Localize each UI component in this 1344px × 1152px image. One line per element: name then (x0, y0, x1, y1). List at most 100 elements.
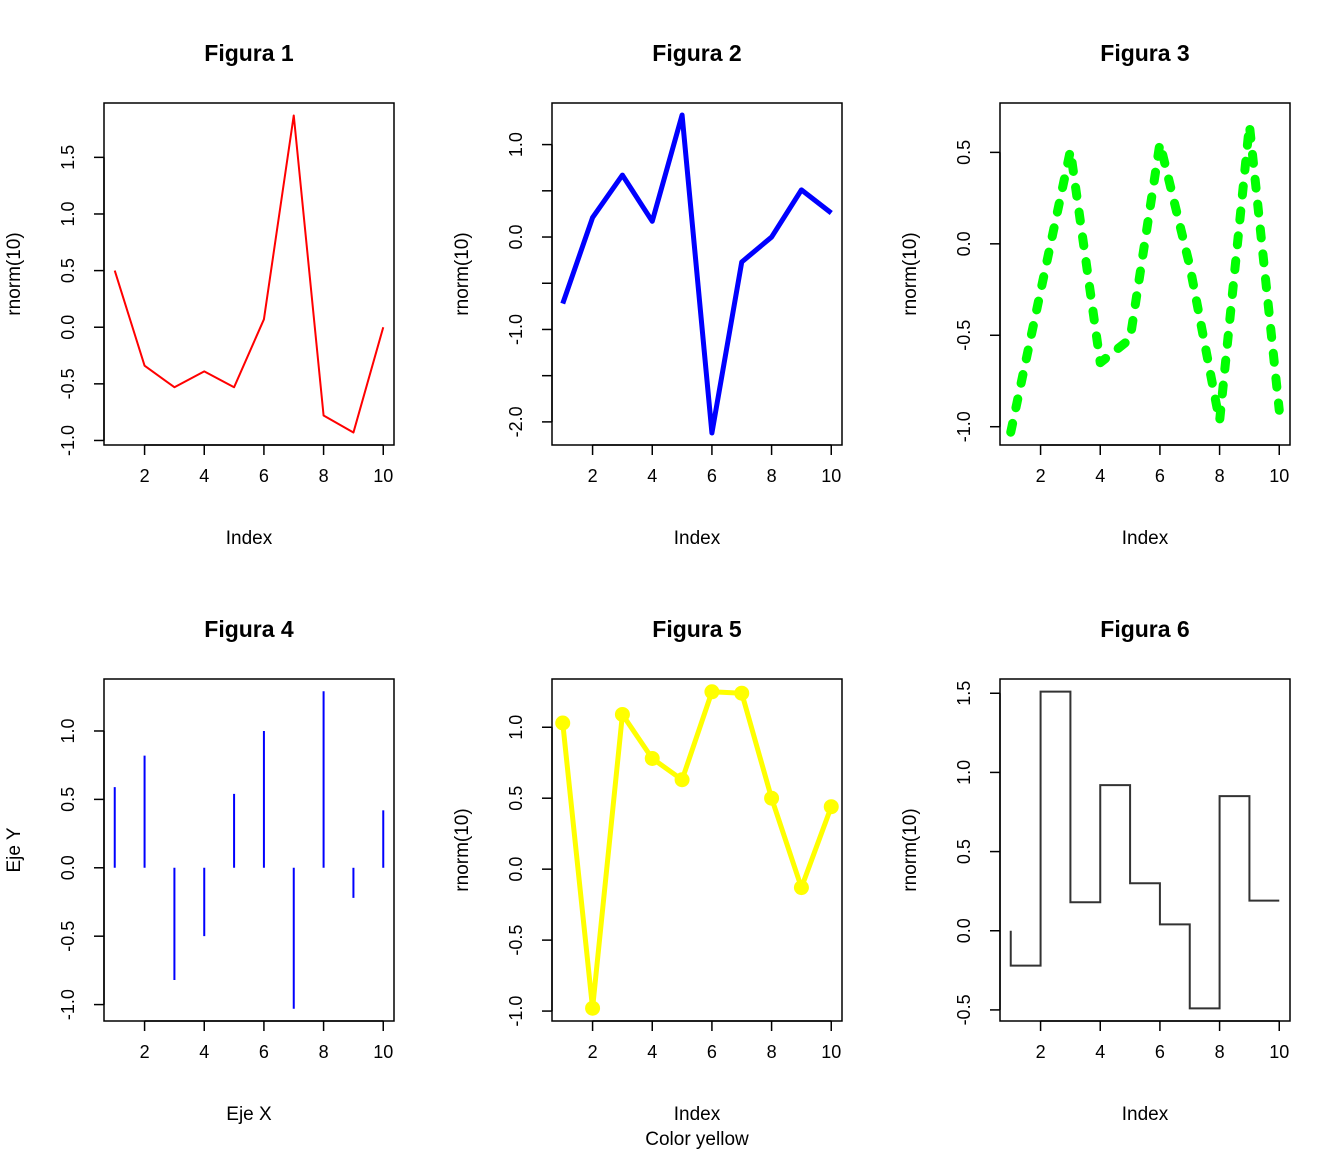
x-tick-label: 8 (319, 466, 329, 486)
x-axis-title: Index (1122, 528, 1169, 549)
chart-title: Figura 1 (204, 40, 294, 66)
y-tick-label: -0.5 (58, 368, 78, 399)
data-point (644, 750, 660, 766)
y-tick-label: 0.5 (506, 786, 526, 811)
data-series (1009, 690, 1280, 1010)
panel-2: Figura 2 2 4 6 8 10 -2.0 -1.0 0.0 1.0 Index rnorm(1… (452, 40, 843, 549)
y-tick-label: 0.0 (58, 315, 78, 340)
plot-frame (103, 102, 395, 446)
y-axis-title: rnorm(10) (4, 232, 25, 315)
x-tick-label: 8 (767, 1042, 777, 1062)
x-tick-label: 10 (1269, 466, 1289, 486)
y-tick-label: 0.0 (506, 857, 526, 882)
series-line (560, 689, 834, 1011)
x-tick-label: 10 (373, 466, 393, 486)
x-axis: 2 4 6 8 10 (1036, 444, 1289, 486)
y-axis: -0.5 0.0 0.5 1.0 1.5 (954, 681, 1001, 1025)
y-axis: -1.0 -0.5 0.0 0.5 1.0 (506, 715, 553, 1027)
x-tick-label: 6 (1155, 1042, 1165, 1062)
y-axis: -1.0 -0.5 0.0 0.5 1.0 1.5 (58, 145, 105, 456)
chart-title: Figura 6 (1100, 616, 1189, 642)
y-tick-label: 0.5 (954, 140, 974, 165)
data-point (614, 706, 630, 722)
x-tick-label: 6 (707, 466, 717, 486)
y-tick-label: -1.0 (506, 314, 526, 345)
x-axis-title: Index (674, 1104, 721, 1125)
x-tick-label: 10 (821, 466, 841, 486)
y-tick-label: 0.0 (506, 225, 526, 250)
x-tick-label: 2 (588, 1042, 598, 1062)
data-point (585, 1000, 601, 1016)
x-tick-label: 2 (140, 1042, 150, 1062)
y-tick-label: -0.5 (954, 994, 974, 1025)
y-tick-label: 1.0 (954, 760, 974, 785)
x-axis-title: Index (1122, 1104, 1169, 1125)
x-tick-label: 2 (1036, 466, 1046, 486)
plot-frame (103, 678, 395, 1022)
panel-4: Figura 4 2 4 6 8 10 -1.0 -0.5 0.0 0.5 1.0 Eje X Eje … (4, 616, 395, 1125)
y-axis: -2.0 -1.0 0.0 1.0 (506, 132, 553, 437)
x-tick-label: 6 (1155, 466, 1165, 486)
data-point (764, 790, 780, 806)
series-line (113, 114, 385, 434)
panel-6: Figura 6 2 4 6 8 10 -0.5 0.0 0.5 1.0 1.5 Index rnorm… (900, 616, 1291, 1125)
data-series (113, 691, 385, 1009)
y-tick-label: 1.5 (954, 681, 974, 706)
x-tick-label: 8 (767, 466, 777, 486)
x-tick-label: 4 (199, 1042, 209, 1062)
y-axis-title: rnorm(10) (900, 808, 921, 891)
y-tick-label: -2.0 (506, 406, 526, 437)
x-tick-label: 8 (319, 1042, 329, 1062)
y-axis-title: rnorm(10) (452, 232, 473, 315)
x-tick-label: 2 (588, 466, 598, 486)
x-tick-label: 2 (1036, 1042, 1046, 1062)
data-point (793, 880, 809, 896)
y-axis-title: Eje Y (4, 827, 25, 872)
data-series (555, 684, 839, 1016)
y-tick-label: 0.5 (954, 839, 974, 864)
panel-1: Figura 1 2 4 6 8 10 -1.0 -0.5 0.0 0.5 1.0 1.5 Index r… (4, 40, 395, 549)
x-tick-label: 8 (1215, 1042, 1225, 1062)
y-tick-label: -0.5 (58, 921, 78, 952)
y-tick-label: -0.5 (506, 925, 526, 956)
x-tick-label: 4 (1095, 466, 1105, 486)
data-series (113, 114, 385, 434)
x-tick-label: 4 (1095, 1042, 1105, 1062)
y-tick-label: 0.0 (954, 231, 974, 256)
x-axis: 2 4 6 8 10 (140, 1020, 393, 1062)
data-point (555, 715, 571, 731)
chart-title: Figura 5 (652, 616, 742, 642)
x-tick-label: 8 (1215, 466, 1225, 486)
x-tick-label: 10 (373, 1042, 393, 1062)
x-tick-label: 6 (259, 1042, 269, 1062)
x-axis: 2 4 6 8 10 (588, 1020, 841, 1062)
y-axis: -1.0 -0.5 0.0 0.5 1.0 (58, 718, 105, 1020)
panel-3: Figura 3 2 4 6 8 10 -1.0 -0.5 0.0 0.5 Index rnorm(1… (900, 40, 1291, 549)
x-tick-label: 4 (199, 466, 209, 486)
series-line (560, 112, 833, 436)
data-point (704, 684, 720, 700)
y-tick-label: 1.0 (506, 715, 526, 740)
x-axis: 2 4 6 8 10 (1036, 1020, 1289, 1062)
y-tick-label: 0.0 (954, 918, 974, 943)
series-line (1006, 120, 1284, 437)
y-tick-label: 1.5 (58, 145, 78, 170)
y-tick-label: 0.5 (58, 258, 78, 283)
x-tick-label: 10 (821, 1042, 841, 1062)
data-point (674, 772, 690, 788)
data-point (823, 799, 839, 815)
step-line (1009, 690, 1280, 1010)
y-axis: -1.0 -0.5 0.0 0.5 (954, 140, 1001, 442)
x-axis-title: Eje X (226, 1104, 272, 1125)
data-series (1006, 120, 1284, 437)
x-tick-label: 4 (647, 466, 657, 486)
y-tick-label: 0.0 (58, 855, 78, 880)
panel-5: Figura 5 2 4 6 8 10 -1.0 -0.5 0.0 0.5 1.0 Index rnor… (452, 616, 843, 1150)
y-tick-label: -0.5 (954, 320, 974, 351)
x-axis: 2 4 6 8 10 (140, 444, 393, 486)
x-axis-title: Index (226, 528, 273, 549)
y-tick-label: -1.0 (58, 989, 78, 1020)
x-tick-label: 2 (140, 466, 150, 486)
chart-title: Figura 3 (1100, 40, 1189, 66)
